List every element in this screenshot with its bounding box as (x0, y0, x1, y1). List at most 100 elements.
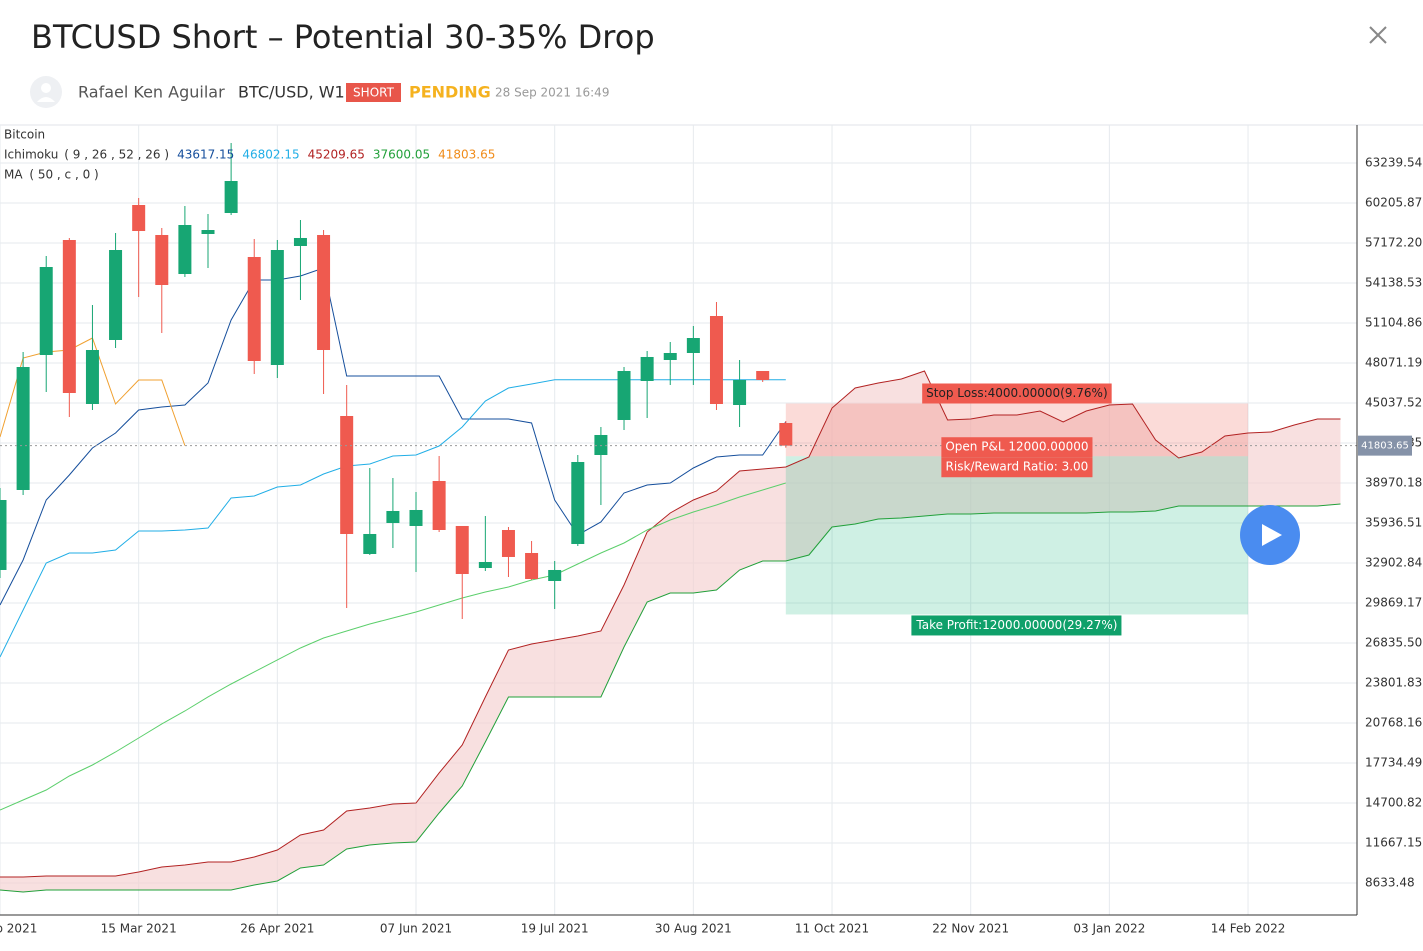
x-tick-label: 22 Nov 2021 (932, 922, 1009, 936)
candle-body (501, 529, 515, 557)
y-tick-label: 60205.87 (1365, 195, 1422, 209)
stop-loss-label: Stop Loss:4000.00000(9.76%) (926, 386, 1107, 400)
y-tick-label: 45037.52 (1365, 395, 1422, 409)
candle-body (155, 234, 169, 285)
candle-body (178, 225, 192, 275)
y-tick-label: 51104.86 (1365, 315, 1422, 329)
candle-body (85, 350, 99, 404)
axes: 63239.54 60205.87 57172.20 54138.53 51104.86… (0, 125, 1422, 936)
candle-body (409, 509, 423, 526)
take-profit-label: Take Profit:12000.00000(29.27%) (915, 618, 1117, 632)
candle-body (363, 533, 377, 554)
candle-body (525, 552, 539, 579)
indicator-params: ( 50 , c , 0 ) (29, 168, 98, 182)
indicator-value: 37600.05 (373, 148, 430, 162)
x-tick-label: 26 Apr 2021 (240, 922, 314, 936)
author[interactable]: Rafael Ken Aguilar (78, 83, 225, 102)
candle-body (432, 480, 446, 530)
pnl-label-box (941, 437, 1093, 458)
indicator-name: MA (4, 168, 23, 182)
y-tick-label: 38970.18 (1365, 475, 1422, 489)
candle-body (293, 237, 307, 246)
y-tick-label: 32902.84 (1365, 555, 1422, 569)
indicator-name: Ichimoku (4, 148, 58, 162)
x-tick-label: 30 Aug 2021 (655, 922, 732, 936)
pnl-label: Open P&L 12000.00000 (945, 440, 1088, 454)
x-tick-label: 07 Jun 2021 (380, 922, 452, 936)
avatar-icon (37, 97, 55, 102)
candle-body (779, 422, 793, 446)
rr-label-box (941, 457, 1093, 478)
y-tick-label: 11667.15 (1365, 836, 1422, 850)
side-badge (346, 83, 401, 102)
x-tick-label: 15 Mar 2021 (101, 922, 177, 936)
candle-body (663, 352, 677, 360)
candle-body (478, 561, 492, 568)
stop-loss-label-box (922, 383, 1112, 404)
take-profit-label-box (911, 615, 1122, 636)
candle-body (340, 415, 354, 534)
indicator-line (0, 267, 787, 606)
candle-body (16, 366, 30, 490)
post-title: BTCUSD Short – Potential 30-35% Drop (31, 18, 655, 56)
indicator-value: 46802.15 (242, 148, 299, 162)
indicator-params: ( 9 , 26 , 52 , 26 ) (64, 148, 169, 162)
x-tick-label: 01 Feb 2021 (0, 922, 37, 936)
candle-body (571, 461, 585, 544)
close-icon[interactable] (1369, 26, 1387, 44)
candle-body (386, 510, 400, 523)
y-tick-label: 35936.51 (1365, 515, 1422, 529)
y-tick-label: 23801.83 (1365, 675, 1422, 689)
y-tick-label: 63239.54 (1365, 155, 1422, 169)
close-button[interactable] (1369, 26, 1387, 44)
y-tick-label: 29869.17 (1365, 595, 1422, 609)
x-tick-label: 14 Feb 2022 (1211, 922, 1286, 936)
symbol: BTC/USD, W1 (238, 83, 345, 102)
indicator-value: 45209.65 (308, 148, 365, 162)
candle-body (686, 338, 700, 353)
y-tick-label: 57172.20 (1365, 235, 1422, 249)
x-tick-label: 11 Oct 2021 (795, 922, 869, 936)
candle-body (224, 181, 238, 213)
candle-body (617, 370, 631, 420)
candle-body (548, 569, 562, 581)
avatar-icon (41, 83, 51, 93)
play-button[interactable] (1240, 505, 1300, 565)
side-label: SHORT (353, 86, 395, 100)
candle-body (317, 234, 331, 351)
y-tick-label: 8633.48 (1365, 876, 1415, 890)
candle-body (39, 266, 53, 355)
indicator-value: 43617.15 (177, 148, 234, 162)
x-tick-label: 19 Jul 2021 (521, 922, 589, 936)
rr-label: Risk/Reward Ratio: 3.00 (946, 460, 1089, 474)
y-tick-label: 54138.53 (1365, 275, 1422, 289)
candle-body (270, 250, 284, 365)
candle-body (756, 370, 770, 380)
candle-body (640, 356, 654, 382)
indicator-line (0, 503, 1341, 893)
indicator-line (0, 370, 1341, 878)
chart-title: Bitcoin (4, 128, 45, 142)
indicator-line (0, 379, 786, 658)
target-zone (785, 456, 1249, 615)
indicator-line (0, 482, 786, 811)
candle-body (594, 434, 608, 455)
price-label: 41803.65 (1361, 441, 1409, 452)
x-tick-label: 03 Jan 2022 (1073, 922, 1145, 936)
play-icon (1262, 524, 1282, 546)
y-tick-label: 26835.50 (1365, 635, 1422, 649)
candle-body (201, 230, 215, 234)
candle-body (109, 250, 123, 340)
indicator-value: 41803.65 (438, 148, 495, 162)
candle-body (0, 499, 7, 570)
candle-body (455, 525, 469, 574)
cloud-fill (0, 371, 1341, 892)
candle-body (132, 205, 146, 232)
y-tick-label: 48071.19 (1365, 355, 1422, 369)
post-date: 28 Sep 2021 16:49 (495, 86, 609, 100)
y-tick-label: 17734.49 (1365, 756, 1422, 770)
y-tick-label: 14700.82 (1365, 796, 1422, 810)
plot-area (0, 125, 1357, 915)
candle-body (62, 239, 76, 393)
